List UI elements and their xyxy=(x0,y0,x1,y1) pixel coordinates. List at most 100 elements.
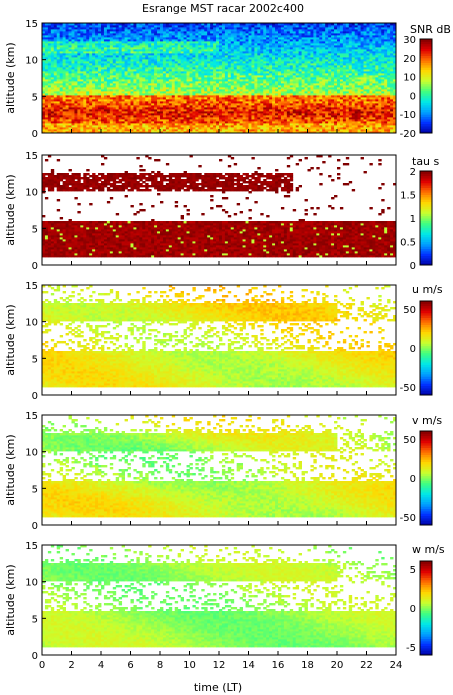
heatmap-cell xyxy=(186,123,190,126)
heatmap-cell xyxy=(80,85,84,88)
heatmap-cell xyxy=(148,45,152,48)
heatmap-cell xyxy=(89,23,93,26)
heatmap-cell xyxy=(154,73,158,76)
heatmap-cell xyxy=(44,97,49,100)
heatmap-cell xyxy=(154,55,158,58)
heatmap-cell xyxy=(53,35,58,38)
heatmap-cell xyxy=(121,131,125,134)
heatmap-cell xyxy=(142,83,146,86)
heatmap-cell xyxy=(201,109,205,112)
heatmap-cell xyxy=(71,127,75,130)
heatmap-cell xyxy=(227,49,232,52)
heatmap-cell xyxy=(115,71,120,74)
heatmap-cell xyxy=(50,95,55,98)
heatmap-cell xyxy=(216,65,220,68)
heatmap-cell xyxy=(151,97,155,100)
heatmap-cell xyxy=(213,23,217,26)
heatmap-cell xyxy=(103,71,108,74)
heatmap-cell xyxy=(233,55,238,58)
heatmap-cell xyxy=(98,91,102,94)
heatmap-cell xyxy=(227,121,232,124)
heatmap-cell xyxy=(139,125,143,128)
heatmap-cell xyxy=(56,93,61,96)
heatmap-cell xyxy=(186,37,190,40)
heatmap-cell xyxy=(219,123,223,126)
heatmap-cell xyxy=(195,99,199,102)
heatmap-cell xyxy=(207,61,211,64)
heatmap-cell xyxy=(68,97,72,100)
heatmap-cell xyxy=(177,107,182,110)
heatmap-cell xyxy=(154,49,158,52)
heatmap-cell xyxy=(80,29,84,32)
heatmap-cell xyxy=(92,63,96,66)
heatmap-cell xyxy=(59,87,64,90)
heatmap-cell xyxy=(207,99,211,102)
heatmap-cell xyxy=(95,35,99,38)
heatmap-cell xyxy=(133,47,137,50)
heatmap-cell xyxy=(162,129,167,132)
heatmap-cell xyxy=(148,115,152,118)
heatmap-cell xyxy=(162,35,167,38)
heatmap-cell xyxy=(42,121,46,124)
heatmap-cell xyxy=(219,115,223,118)
heatmap-cell xyxy=(53,67,58,70)
heatmap-cell xyxy=(103,105,108,108)
heatmap-cell xyxy=(115,51,120,54)
heatmap-cell xyxy=(227,57,232,60)
heatmap-cell xyxy=(201,73,205,76)
heatmap-cell xyxy=(224,105,229,108)
heatmap-cell xyxy=(106,57,111,60)
heatmap-cell xyxy=(101,47,105,50)
heatmap-cell xyxy=(139,47,143,50)
heatmap-cell xyxy=(83,61,87,64)
heatmap-cell xyxy=(74,49,78,52)
heatmap-cell xyxy=(213,87,217,90)
heatmap-cell xyxy=(106,113,111,116)
heatmap-cell xyxy=(103,59,108,62)
heatmap-cell xyxy=(53,121,58,124)
heatmap-cell xyxy=(139,87,143,90)
heatmap-cell xyxy=(95,99,99,102)
heatmap-cell xyxy=(210,119,214,122)
heatmap-cell xyxy=(71,83,75,86)
heatmap-cell xyxy=(42,61,46,64)
heatmap-cell xyxy=(157,61,161,64)
heatmap-cell xyxy=(42,63,46,66)
heatmap-cell xyxy=(136,71,140,74)
heatmap-cell xyxy=(236,121,241,124)
heatmap-cell xyxy=(151,55,155,58)
heatmap-cell xyxy=(98,33,102,36)
heatmap-cell xyxy=(224,61,229,64)
heatmap-cell xyxy=(47,131,52,134)
heatmap-cell xyxy=(151,49,155,52)
heatmap-cell xyxy=(44,59,49,62)
heatmap-cell xyxy=(154,115,158,118)
heatmap-cell xyxy=(198,63,202,66)
heatmap-cell xyxy=(86,53,90,56)
heatmap-cell xyxy=(227,69,232,72)
heatmap-cell xyxy=(101,61,105,64)
heatmap-cell xyxy=(44,129,49,132)
heatmap-cell xyxy=(74,129,78,132)
heatmap-cell xyxy=(56,49,61,52)
heatmap-cell xyxy=(53,31,58,34)
heatmap-cell xyxy=(174,43,179,46)
heatmap-cell xyxy=(95,111,99,114)
heatmap-cell xyxy=(65,61,69,64)
heatmap-cell xyxy=(106,81,111,84)
heatmap-cell xyxy=(86,51,90,54)
heatmap-cell xyxy=(77,37,81,40)
heatmap-cell xyxy=(62,127,66,130)
heatmap-cell xyxy=(230,35,235,38)
heatmap-cell xyxy=(115,93,120,96)
heatmap-cell xyxy=(59,47,64,50)
heatmap-cell xyxy=(177,125,182,128)
heatmap-cell xyxy=(121,69,125,72)
heatmap-cell xyxy=(98,23,102,26)
heatmap-cell xyxy=(127,97,131,100)
heatmap-cell xyxy=(207,93,211,96)
heatmap-cell xyxy=(80,95,84,98)
heatmap-cell xyxy=(71,73,75,76)
heatmap-cell xyxy=(98,67,102,70)
heatmap-cell xyxy=(171,127,176,130)
